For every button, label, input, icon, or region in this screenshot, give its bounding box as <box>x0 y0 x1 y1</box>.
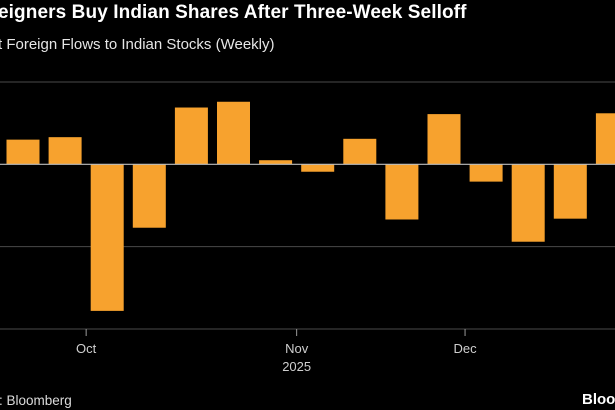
source-note: : Bloomberg <box>0 393 72 408</box>
brand-logo: Bloo <box>582 391 615 408</box>
bar <box>427 114 461 165</box>
bar <box>48 137 82 165</box>
x-tick-label: Oct <box>76 341 97 356</box>
bar <box>553 164 587 219</box>
bar <box>469 164 503 182</box>
x-tick-label: Dec <box>453 341 477 356</box>
bar <box>385 164 419 220</box>
bar <box>90 164 124 311</box>
bar <box>174 107 208 165</box>
chart-title: eigners Buy Indian Shares After Three-We… <box>0 2 467 23</box>
bar-chart: Oct Nov Dec 2025 <box>0 81 615 374</box>
bar <box>595 113 615 165</box>
bar <box>511 164 545 242</box>
x-axis: Oct Nov Dec 2025 <box>76 329 477 374</box>
x-tick-label: Nov <box>285 341 309 356</box>
x-axis-year-label: 2025 <box>282 359 311 374</box>
bar <box>132 164 166 228</box>
bar <box>343 138 377 165</box>
bar <box>217 101 250 165</box>
bar <box>6 139 40 165</box>
chart-subtitle: t Foreign Flows to Indian Stocks (Weekly… <box>0 36 275 53</box>
bar <box>301 164 335 172</box>
bars <box>6 101 615 311</box>
bar <box>259 160 293 165</box>
